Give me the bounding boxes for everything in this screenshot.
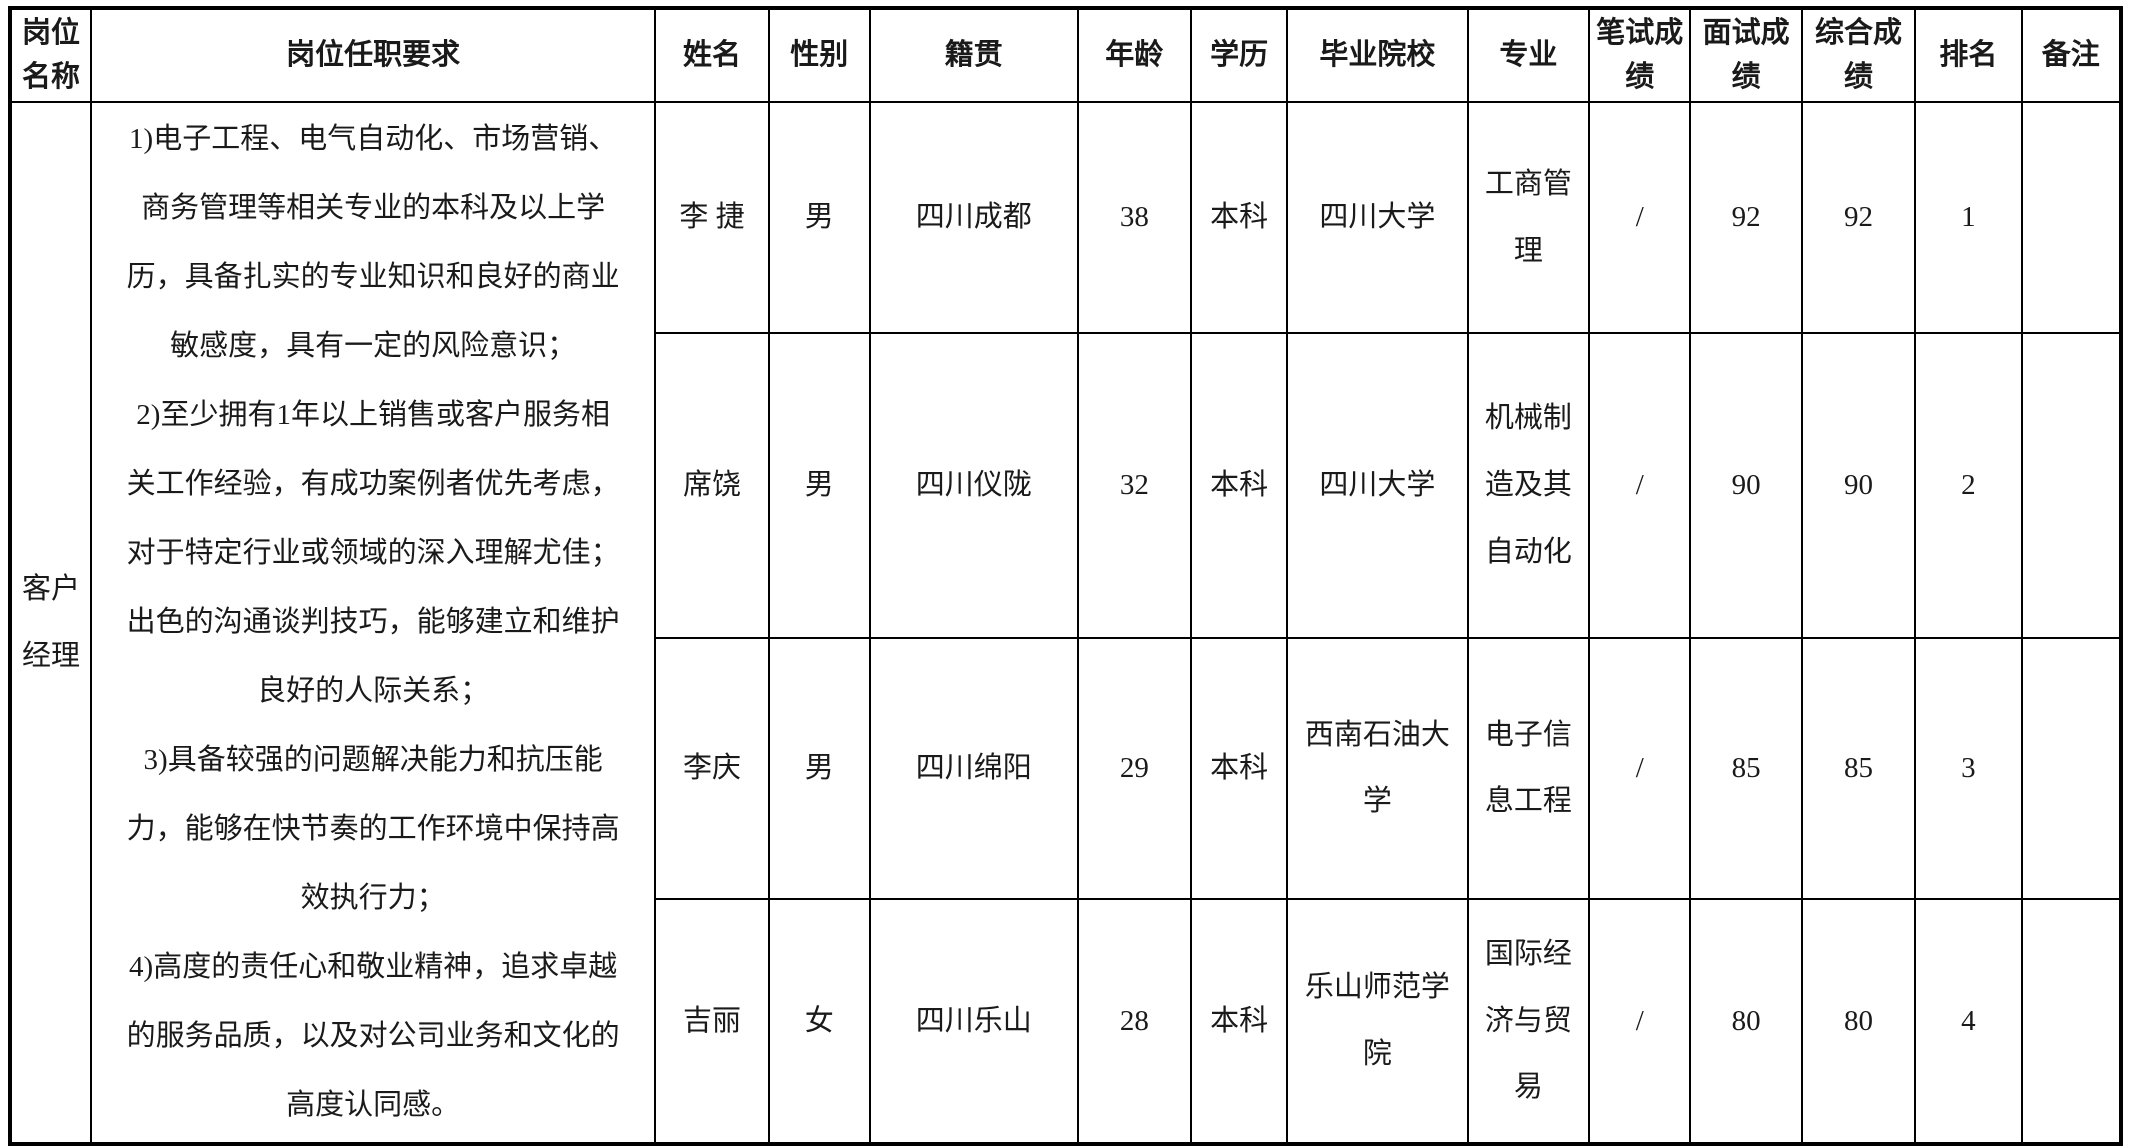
candidate-interview-score-cell: 80 bbox=[1689, 897, 1803, 1146]
header-name: 姓名 bbox=[654, 7, 770, 103]
position-requirements-cell: 1)电子工程、电气自动化、市场营销、 商务管理等相关专业的本科及以上学 历，具备… bbox=[90, 100, 657, 1146]
candidate-major-cell: 电子信息工程 bbox=[1466, 636, 1591, 900]
recruitment-table: 岗位名称 岗位任职要求 姓名 性别 籍贯 年龄 学历 毕业院校 专业 笔试成绩 … bbox=[8, 6, 2123, 1146]
candidate-written-score-cell: / bbox=[1588, 332, 1692, 639]
candidate-school-cell: 四川大学 bbox=[1286, 332, 1469, 639]
candidate-name-cell: 李庆 bbox=[654, 636, 770, 900]
candidate-remark-cell bbox=[2020, 897, 2123, 1146]
candidate-hometown-cell: 四川成都 bbox=[868, 100, 1079, 335]
candidate-remark-cell bbox=[2020, 636, 2123, 900]
candidate-age-cell: 38 bbox=[1076, 100, 1193, 335]
header-rank: 排名 bbox=[1914, 7, 2023, 103]
candidate-row-1: 客户经理 1)电子工程、电气自动化、市场营销、 商务管理等相关专业的本科及以上学… bbox=[8, 100, 2123, 1146]
candidate-hometown-cell: 四川绵阳 bbox=[868, 636, 1079, 900]
candidate-rank-cell: 3 bbox=[1914, 636, 2023, 900]
candidate-major-cell: 国际经济与贸易 bbox=[1466, 897, 1591, 1146]
candidate-overall-score-cell: 92 bbox=[1800, 100, 1917, 335]
candidate-overall-score-cell: 80 bbox=[1800, 897, 1917, 1146]
header-requirements: 岗位任职要求 bbox=[90, 7, 657, 103]
candidate-interview-score-cell: 85 bbox=[1689, 636, 1803, 900]
candidate-school-cell: 四川大学 bbox=[1286, 100, 1469, 335]
candidate-row-3: 李庆 男 四川绵阳 29 本科 西南石油大学 电子信息工程 / 85 85 3 bbox=[10, 636, 2123, 900]
candidate-row-4: 吉丽 女 四川乐山 28 本科 乐山师范学院 国际经济与贸易 / 80 80 4 bbox=[10, 897, 2123, 1146]
header-written-score: 笔试成绩 bbox=[1588, 7, 1692, 103]
candidate-rank-cell: 4 bbox=[1914, 897, 2023, 1146]
candidate-remark-cell bbox=[2020, 332, 2123, 639]
candidate-gender-cell: 男 bbox=[767, 332, 871, 639]
candidate-major-cell: 机械制造及其自动化 bbox=[1466, 332, 1591, 639]
candidate-age-cell: 29 bbox=[1076, 636, 1193, 900]
candidate-hometown-cell: 四川乐山 bbox=[868, 897, 1079, 1146]
candidate-school-cell: 西南石油大学 bbox=[1286, 636, 1469, 900]
candidate-rank-cell: 1 bbox=[1914, 100, 2023, 335]
header-school: 毕业院校 bbox=[1286, 7, 1469, 103]
header-interview-score: 面试成绩 bbox=[1689, 7, 1803, 103]
candidate-overall-score-cell: 85 bbox=[1800, 636, 1917, 900]
candidate-name-cell: 李 捷 bbox=[654, 100, 770, 335]
header-age: 年龄 bbox=[1076, 7, 1193, 103]
header-overall-score: 综合成绩 bbox=[1800, 7, 1917, 103]
candidate-major-cell: 工商管理 bbox=[1466, 100, 1591, 335]
candidate-hometown-cell: 四川仪陇 bbox=[868, 332, 1079, 639]
position-name-cell: 客户经理 bbox=[8, 100, 93, 1146]
candidate-interview-score-cell: 90 bbox=[1689, 332, 1803, 639]
candidate-written-score-cell: / bbox=[1588, 636, 1692, 900]
header-hometown: 籍贯 bbox=[868, 7, 1079, 103]
candidate-school-cell: 乐山师范学院 bbox=[1286, 897, 1469, 1146]
candidate-remark-cell bbox=[2020, 100, 2123, 335]
candidate-age-cell: 28 bbox=[1076, 897, 1193, 1146]
candidate-interview-score-cell: 92 bbox=[1689, 100, 1803, 335]
header-position-name: 岗位名称 bbox=[8, 7, 93, 103]
candidate-education-cell: 本科 bbox=[1190, 636, 1289, 900]
candidate-gender-cell: 女 bbox=[767, 897, 871, 1146]
candidate-written-score-cell: / bbox=[1588, 100, 1692, 335]
candidate-gender-cell: 男 bbox=[767, 636, 871, 900]
candidate-education-cell: 本科 bbox=[1190, 897, 1289, 1146]
header-row: 岗位名称 岗位任职要求 姓名 性别 籍贯 年龄 学历 毕业院校 专业 笔试成绩 … bbox=[8, 7, 2123, 103]
candidate-education-cell: 本科 bbox=[1190, 332, 1289, 639]
candidate-gender-cell: 男 bbox=[767, 100, 871, 335]
header-education: 学历 bbox=[1190, 7, 1289, 103]
candidate-overall-score-cell: 90 bbox=[1800, 332, 1917, 639]
candidate-rank-cell: 2 bbox=[1914, 332, 2023, 639]
candidate-name-cell: 吉丽 bbox=[654, 897, 770, 1146]
header-major: 专业 bbox=[1466, 7, 1591, 103]
candidate-name-cell: 席饶 bbox=[654, 332, 770, 639]
candidate-row-2: 席饶 男 四川仪陇 32 本科 四川大学 机械制造及其自动化 / 90 90 2 bbox=[10, 332, 2123, 639]
candidate-education-cell: 本科 bbox=[1190, 100, 1289, 335]
header-remark: 备注 bbox=[2020, 7, 2123, 103]
candidate-age-cell: 32 bbox=[1076, 332, 1193, 639]
candidate-written-score-cell: / bbox=[1588, 897, 1692, 1146]
header-gender: 性别 bbox=[767, 7, 871, 103]
